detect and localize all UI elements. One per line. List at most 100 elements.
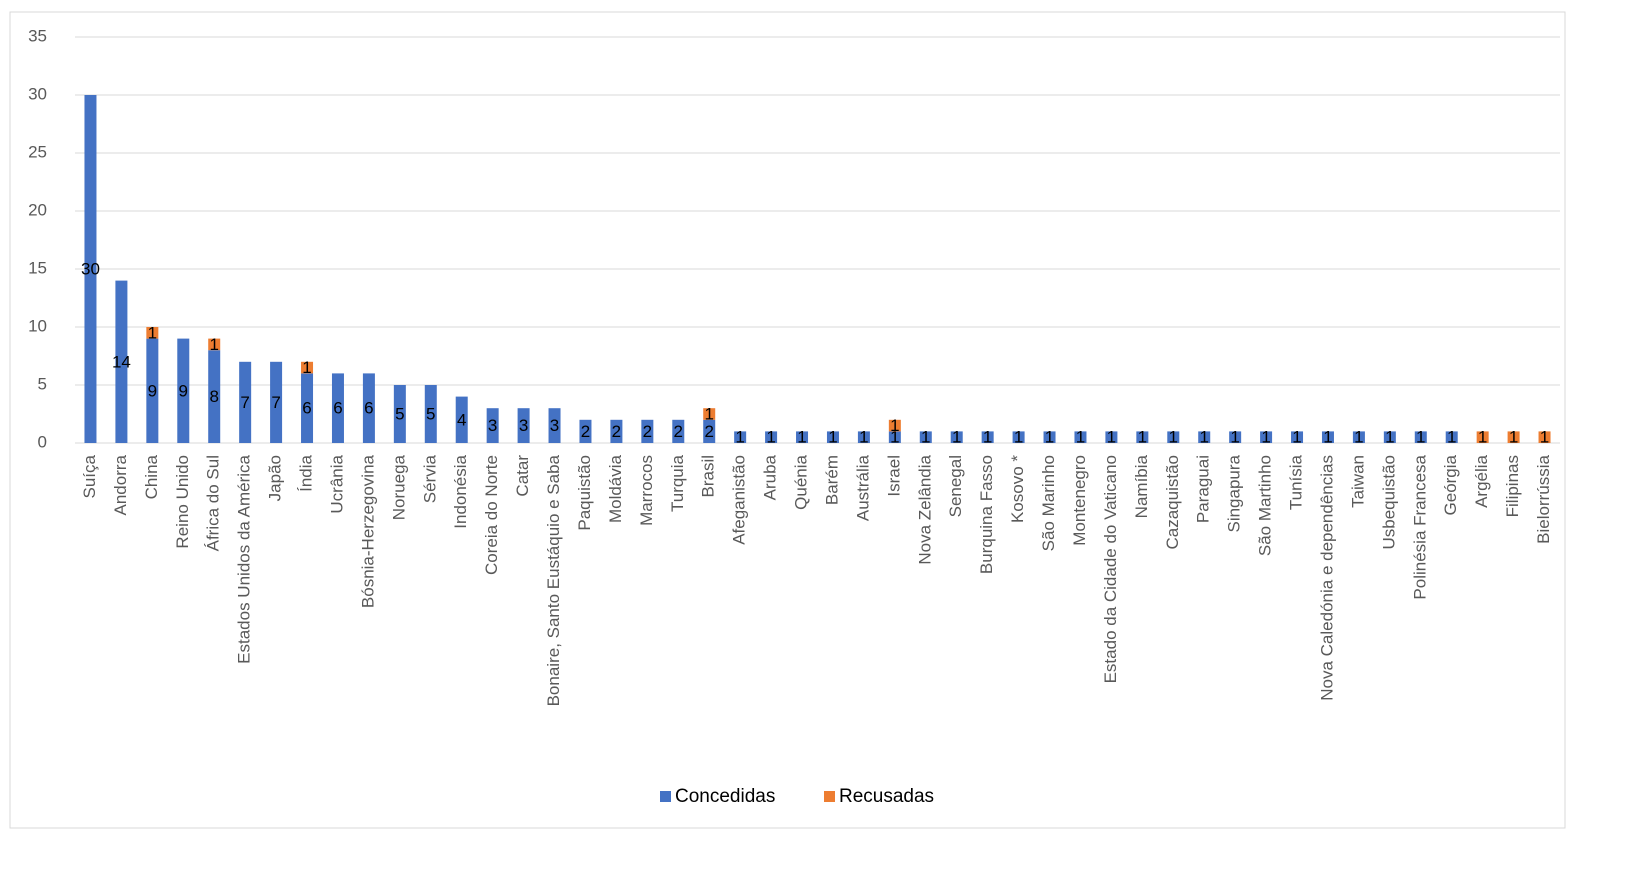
x-tick-label: Sérvia [420,454,439,503]
data-label: 1 [704,404,713,423]
legend-swatch [660,791,671,802]
bar-segment [1043,431,1056,443]
x-tick-label: Paquistão [575,455,594,531]
x-tick-label: Reino Unido [173,455,192,549]
bar-segment [919,431,932,443]
x-tick-label: Austrália [853,454,872,521]
bar-segment [455,396,468,443]
x-tick-label: Afeganistão [730,455,749,545]
x-tick-label: Tunísia [1287,454,1306,510]
bar-segment [1229,431,1242,443]
bar-segment [1414,431,1427,443]
data-label: 1 [1014,428,1023,447]
data-label: 1 [890,428,899,447]
data-label: 1 [797,428,806,447]
bar-segment [703,419,716,443]
data-label: 1 [921,428,930,447]
bar-segment [610,419,623,443]
data-label: 6 [302,399,311,418]
bar-segment [981,431,994,443]
data-label: 6 [333,399,342,418]
data-label: 1 [1323,428,1332,447]
bar-segment [857,431,870,443]
legend-swatch [824,791,835,802]
bar-segment [734,431,747,443]
data-label: 1 [828,428,837,447]
x-tick-label: Noruega [389,454,408,520]
bar-segment [393,385,406,443]
y-tick-label: 20 [28,200,47,219]
bar-segment [1352,431,1365,443]
data-label: 14 [112,352,131,371]
bar-segment [1198,431,1211,443]
data-label: 1 [983,428,992,447]
bar-segment [579,419,592,443]
bar-segment [270,361,283,443]
data-label: 1 [859,428,868,447]
x-tick-label: Nova Caledónia e dependências [1317,455,1336,701]
data-label: 1 [1045,428,1054,447]
x-tick-label: China [142,454,161,499]
y-tick-label: 0 [38,432,47,451]
data-label: 1 [1199,428,1208,447]
bar-segment [115,280,128,443]
data-label: 9 [179,381,188,400]
bar-segment [826,431,839,443]
x-tick-label: Índia [297,454,316,491]
bar-segment [362,373,375,443]
data-label: 1 [1354,428,1363,447]
x-tick-label: Nova Zelândia [915,454,934,564]
data-label: 6 [364,399,373,418]
data-label: 1 [1478,428,1487,447]
bar-segment [796,431,809,443]
data-label: 3 [519,416,528,435]
bar-segment [548,408,561,443]
bar-segment [177,338,190,443]
bar-segment [1012,431,1025,443]
data-label: 1 [1261,428,1270,447]
y-tick-label: 5 [38,374,47,393]
bar-segment [424,385,437,443]
bar-segment [1445,431,1458,443]
data-label: 1 [1447,428,1456,447]
x-tick-label: Burquina Fasso [977,455,996,574]
bar-segment [888,431,901,443]
x-tick-label: Quénia [792,454,811,509]
bar-segment [1321,431,1334,443]
data-label: 5 [426,404,435,423]
x-tick-label: Catar [513,455,532,497]
x-tick-label: Estado da Cidade do Vaticano [1101,455,1120,683]
x-tick-label: Brasil [699,455,718,498]
x-tick-label: Aruba [761,454,780,500]
data-label: 1 [148,323,157,342]
data-label: 1 [1107,428,1116,447]
data-label: 1 [1540,428,1549,447]
bar-segment [301,361,314,374]
x-tick-label: Usbequistão [1379,455,1398,550]
y-tick-label: 15 [28,258,47,277]
x-tick-label: Singapura [1225,454,1244,532]
y-tick-label: 30 [28,84,47,103]
chart-border [9,11,1566,829]
x-tick-label: Barém [822,455,841,505]
bar-segment [146,327,159,339]
data-label: 9 [148,381,157,400]
bar-segment [208,350,221,443]
legend-label: Concedidas [675,786,775,807]
x-tick-label: Argélia [1472,454,1491,507]
x-tick-label: Andorra [111,454,130,515]
data-label: 2 [612,422,621,441]
x-tick-label: Marrocos [637,455,656,526]
x-tick-label: Ucrânia [327,454,346,513]
data-label: 2 [643,422,652,441]
bar-segment [1074,431,1087,443]
data-label: 1 [952,428,961,447]
data-label: 2 [704,422,713,441]
x-tick-label: Polinésia Francesa [1410,454,1429,599]
x-tick-label: Indonésia [451,454,470,528]
x-tick-label: Namíbia [1132,454,1151,518]
data-label: 1 [209,335,218,354]
legend-label: Recusadas [839,786,934,807]
data-label: 1 [890,416,899,435]
